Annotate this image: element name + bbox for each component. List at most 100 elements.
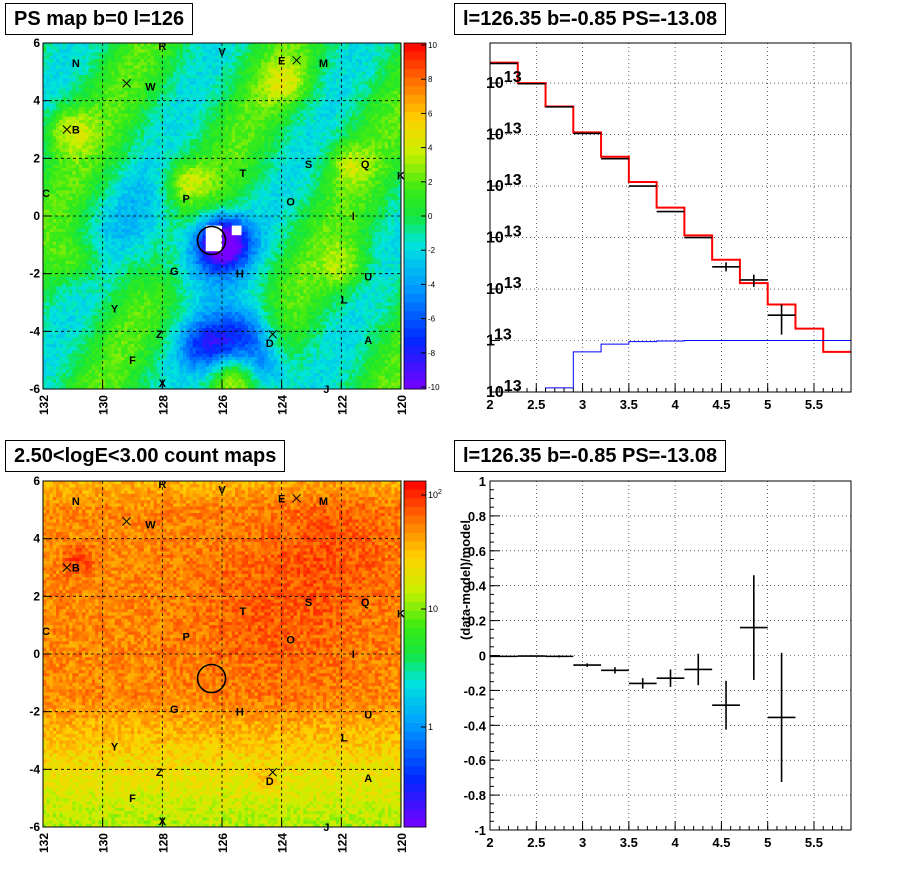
heatmap-cell xyxy=(320,152,324,156)
heatmap-cell xyxy=(66,101,70,105)
heatmap-cell xyxy=(277,75,281,79)
heatmap-cell xyxy=(381,165,385,169)
heatmap-cell xyxy=(313,49,317,53)
heatmap-cell xyxy=(186,101,190,105)
heatmap-cell xyxy=(147,107,151,111)
heatmap-cell xyxy=(150,178,154,182)
heatmap-cell xyxy=(150,65,154,69)
heatmap-cell xyxy=(118,81,122,85)
heatmap-cell xyxy=(115,165,119,169)
heatmap-cell xyxy=(342,46,346,50)
heatmap-cell xyxy=(268,94,272,98)
heatmap-cell xyxy=(154,174,158,178)
heatmap-cell xyxy=(372,139,376,143)
heatmap-cell xyxy=(287,85,291,89)
heatmap-cell xyxy=(394,123,398,127)
heatmap-cell xyxy=(147,49,151,53)
heatmap-cell xyxy=(245,94,249,98)
heatmap-cell xyxy=(342,171,346,175)
heatmap-cell xyxy=(261,171,265,175)
heatmap-cell xyxy=(303,149,307,153)
heatmap-cell xyxy=(82,139,86,143)
heatmap-cell xyxy=(144,113,148,117)
heatmap-cell xyxy=(394,165,398,169)
heatmap-cell xyxy=(333,94,337,98)
heatmap-cell xyxy=(173,184,177,188)
heatmap-cell xyxy=(362,126,366,130)
heatmap-cell xyxy=(385,81,389,85)
heatmap-cell xyxy=(63,78,67,82)
heatmap-cell xyxy=(277,81,281,85)
heatmap-cell xyxy=(43,158,47,162)
heatmap-cell xyxy=(118,133,122,137)
heatmap-cell xyxy=(225,139,229,143)
heatmap-cell xyxy=(76,53,80,57)
heatmap-cell xyxy=(141,146,145,150)
heatmap-cell xyxy=(290,53,294,57)
heatmap-cell xyxy=(333,49,337,53)
heatmap-cell xyxy=(43,178,47,182)
heatmap-cell xyxy=(303,120,307,124)
heatmap-cell xyxy=(53,152,57,156)
heatmap-cell xyxy=(333,152,337,156)
heatmap-cell xyxy=(268,152,272,156)
heatmap-cell xyxy=(381,123,385,127)
heatmap-cell xyxy=(89,123,93,127)
heatmap-cell xyxy=(225,81,229,85)
heatmap-cell xyxy=(375,123,379,127)
heatmap-cell xyxy=(206,136,210,140)
heatmap-cell xyxy=(242,53,246,57)
heatmap-cell xyxy=(323,178,327,182)
heatmap-cell xyxy=(333,85,337,89)
heatmap-cell xyxy=(378,49,382,53)
heatmap-cell xyxy=(141,75,145,79)
heatmap-cell xyxy=(313,94,317,98)
heatmap-cell xyxy=(352,101,356,105)
heatmap-cell xyxy=(53,110,57,114)
heatmap-cell xyxy=(76,110,80,114)
heatmap-cell xyxy=(95,142,99,146)
heatmap-cell xyxy=(394,107,398,111)
heatmap-cell xyxy=(381,69,385,73)
heatmap-cell xyxy=(124,110,128,114)
heatmap-cell xyxy=(372,69,376,73)
heatmap-cell xyxy=(167,56,171,60)
heatmap-cell xyxy=(365,117,369,121)
heatmap-cell xyxy=(251,101,255,105)
heatmap-cell xyxy=(316,165,320,169)
heatmap-cell xyxy=(290,49,294,53)
heatmap-cell xyxy=(368,59,372,63)
heatmap-cell xyxy=(89,85,93,89)
heatmap-cell xyxy=(121,133,125,137)
heatmap-cell xyxy=(50,46,54,50)
heatmap-cell xyxy=(281,49,285,53)
heatmap-cell xyxy=(209,94,213,98)
heatmap-cell xyxy=(271,130,275,134)
heatmap-cell xyxy=(206,62,210,66)
heatmap-cell xyxy=(316,123,320,127)
heatmap-cell xyxy=(108,152,112,156)
heatmap-cell xyxy=(368,117,372,121)
heatmap-cell xyxy=(72,85,76,89)
heatmap-cell xyxy=(268,107,272,111)
heatmap-cell xyxy=(167,139,171,143)
heatmap-cell xyxy=(336,178,340,182)
heatmap-cell xyxy=(92,168,96,172)
heatmap-cell xyxy=(89,49,93,53)
heatmap-cell xyxy=(310,53,314,57)
heatmap-cell xyxy=(134,107,138,111)
heatmap-cell xyxy=(375,78,379,82)
heatmap-cell xyxy=(271,69,275,73)
heatmap-cell xyxy=(394,75,398,79)
heatmap-cell xyxy=(167,75,171,79)
heatmap-cell xyxy=(105,113,109,117)
heatmap-cell xyxy=(271,139,275,143)
heatmap-cell xyxy=(199,62,203,66)
heatmap-cell xyxy=(92,91,96,95)
heatmap-cell xyxy=(50,146,54,150)
heatmap-cell xyxy=(368,56,372,60)
heatmap-cell xyxy=(284,178,288,182)
heatmap-cell xyxy=(349,59,353,63)
heatmap-cell xyxy=(375,168,379,172)
heatmap-cell xyxy=(281,75,285,79)
